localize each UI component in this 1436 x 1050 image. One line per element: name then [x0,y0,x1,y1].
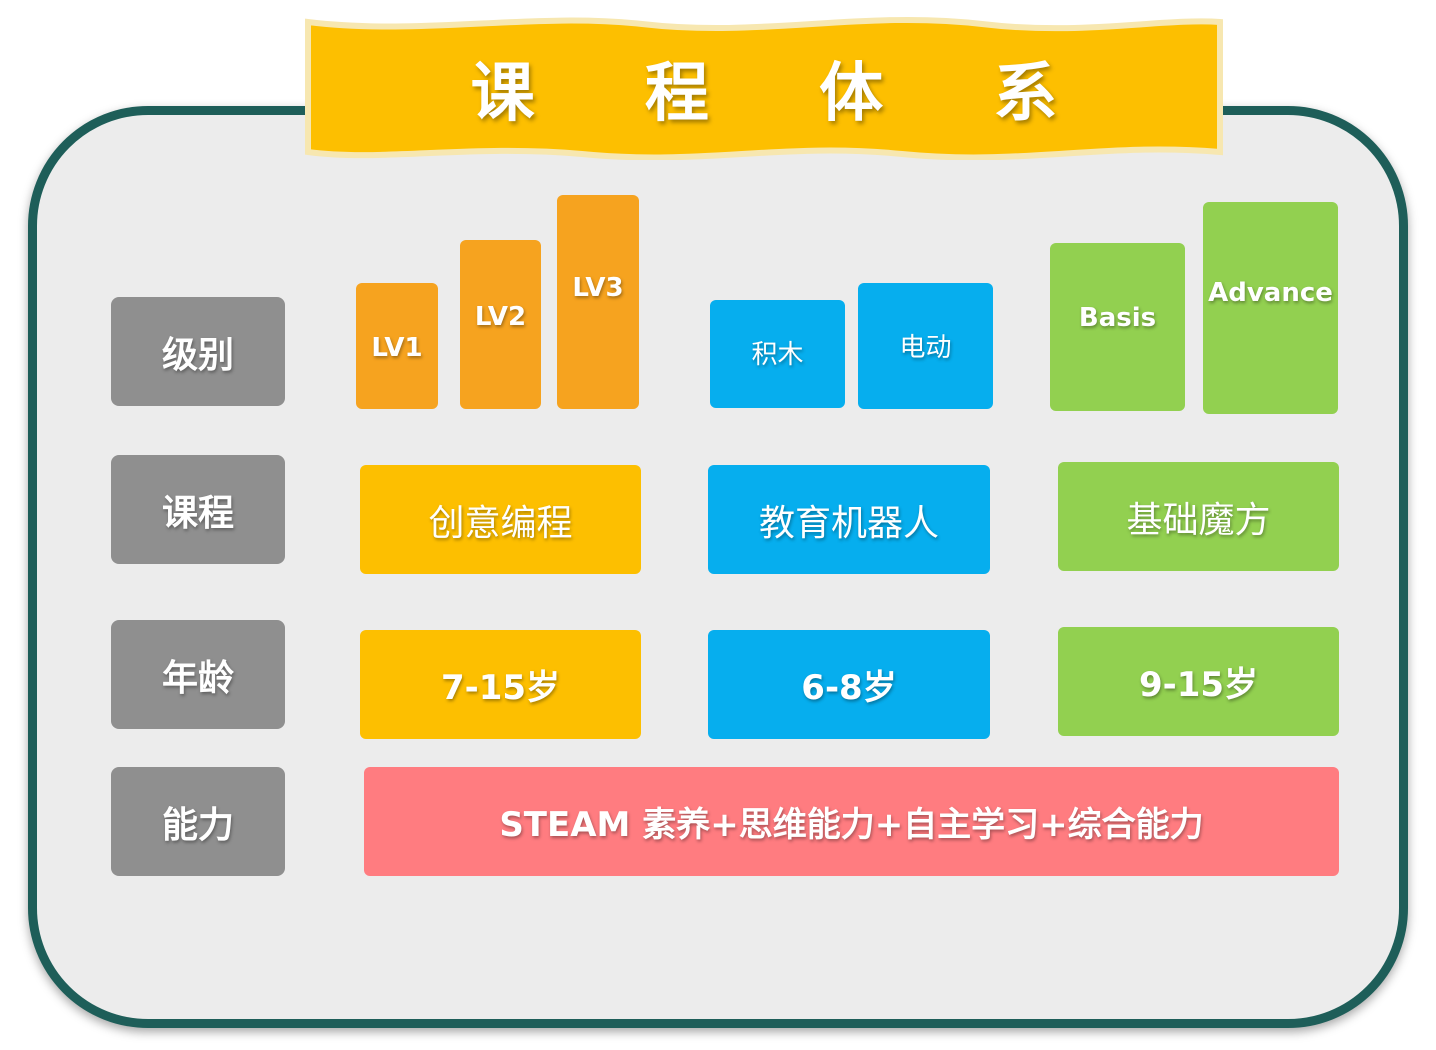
level-electric: 电动 [858,283,993,409]
course-creative-coding: 创意编程 [360,465,641,574]
age-range-1: 7-15岁 [360,630,641,739]
row-label-ability: 能力 [111,767,285,876]
row-label-age: 年龄 [111,620,285,729]
title-banner: 课 程 体 系 [302,16,1226,160]
level-advance: Advance [1203,202,1338,414]
level-lv3: LV3 [557,195,639,409]
page-title: 课 程 体 系 [470,56,1102,131]
row-label-level: 级别 [111,297,285,406]
level-blocks: 积木 [710,300,845,408]
course-basic-cube: 基础魔方 [1058,462,1339,571]
row-label-course: 课程 [111,455,285,564]
level-lv1: LV1 [356,283,438,409]
level-basis: Basis [1050,243,1185,411]
course-educational-robot: 教育机器人 [708,465,990,574]
ability-bar: STEAM 素养+思维能力+自主学习+综合能力 [364,767,1339,876]
age-range-2: 6-8岁 [708,630,990,739]
level-lv2: LV2 [460,240,541,409]
age-range-3: 9-15岁 [1058,627,1339,736]
banner-shape [305,16,1223,160]
